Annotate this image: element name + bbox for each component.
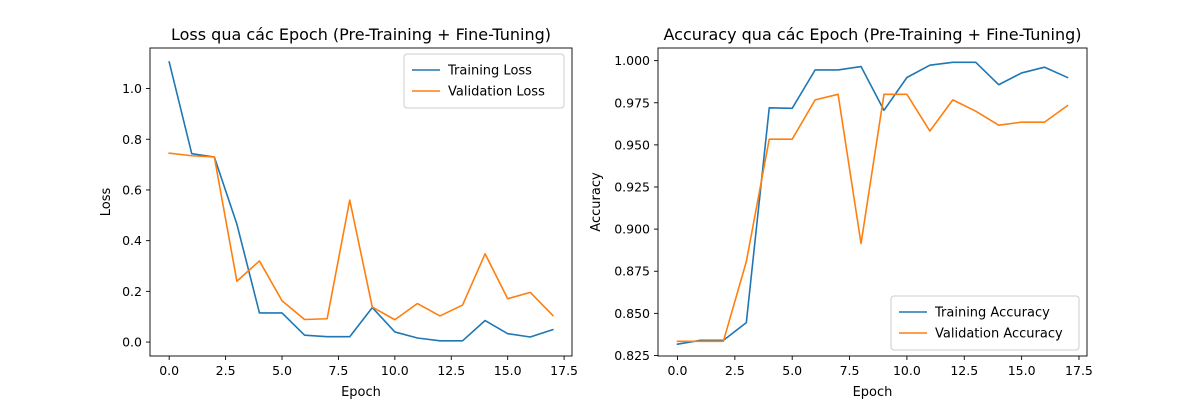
- accuracy-axes-frame: [657, 47, 1088, 357]
- loss-x-axis-label: Epoch: [341, 385, 381, 400]
- loss-y-tick-label: 1.0: [122, 81, 142, 96]
- accuracy-y-tick-label: 0.925: [614, 180, 650, 195]
- accuracy-legend-label-1: Training Accuracy: [934, 306, 1050, 321]
- accuracy-x-tick-label: 7.5: [840, 363, 860, 378]
- loss-x-tick-label: 7.5: [328, 363, 348, 378]
- accuracy-x-tick-label: 2.5: [725, 363, 745, 378]
- accuracy-legend-label-2: Validation Accuracy: [935, 327, 1063, 342]
- accuracy-x-tick-label: 17.5: [1065, 363, 1093, 378]
- accuracy-x-tick-label: 5.0: [782, 363, 802, 378]
- loss-y-tick-label: 0.0: [122, 335, 142, 350]
- accuracy-chart-title: Accuracy qua các Epoch (Pre-Training + F…: [664, 25, 1082, 44]
- accuracy-x-tick-label: 0.0: [668, 363, 688, 378]
- loss-chart-title: Loss qua các Epoch (Pre-Training + Fine-…: [171, 25, 551, 44]
- accuracy-y-tick-label: 0.875: [614, 264, 650, 279]
- accuracy-y-tick-label: 0.900: [614, 222, 650, 237]
- loss-x-tick-label: 10.0: [381, 363, 409, 378]
- loss-legend: Training Loss Validation Loss: [403, 53, 565, 109]
- accuracy-series-line-2: [676, 93, 1069, 343]
- accuracy-y-tick-label: 0.850: [614, 306, 650, 321]
- loss-axes-frame: [149, 47, 573, 357]
- loss-x-tick-label: 15.0: [494, 363, 522, 378]
- accuracy-y-tick-label: 0.825: [614, 348, 650, 363]
- loss-x-tick-label: 5.0: [272, 363, 292, 378]
- loss-legend-box: [403, 53, 565, 109]
- loss-legend-label-2: Validation Loss: [448, 85, 545, 100]
- loss-y-tick-label: 0.2: [122, 284, 142, 299]
- accuracy-series-line-1: [676, 61, 1069, 346]
- accuracy-y-tick-label: 0.950: [614, 137, 650, 152]
- accuracy-y-tick-label: 1.000: [614, 53, 650, 68]
- loss-x-tick-label: 17.5: [550, 363, 578, 378]
- loss-x-tick-label: 2.5: [216, 363, 236, 378]
- loss-chart: Loss qua các Epoch (Pre-Training + Fine-…: [99, 25, 578, 400]
- accuracy-x-tick-label: 10.0: [893, 363, 921, 378]
- loss-y-tick-label: 0.8: [122, 132, 142, 147]
- loss-series-line-2: [168, 152, 554, 321]
- loss-series-line-1: [168, 60, 554, 342]
- loss-x-tick-label: 12.5: [437, 363, 465, 378]
- accuracy-x-axis-label: Epoch: [853, 385, 893, 400]
- accuracy-chart: Accuracy qua các Epoch (Pre-Training + F…: [589, 25, 1093, 400]
- accuracy-y-axis-label: Accuracy: [589, 172, 604, 232]
- accuracy-legend: Training Accuracy Validation Accuracy: [890, 295, 1080, 351]
- accuracy-x-tick-label: 12.5: [950, 363, 978, 378]
- loss-y-tick-label: 0.6: [122, 182, 142, 197]
- loss-legend-label-1: Training Loss: [447, 64, 532, 79]
- loss-y-axis-label: Loss: [99, 188, 114, 217]
- accuracy-x-tick-label: 15.0: [1008, 363, 1036, 378]
- accuracy-legend-box: [890, 295, 1080, 351]
- loss-x-tick-label: 0.0: [159, 363, 179, 378]
- accuracy-y-tick-label: 0.975: [614, 95, 650, 110]
- loss-y-tick-label: 0.4: [122, 233, 142, 248]
